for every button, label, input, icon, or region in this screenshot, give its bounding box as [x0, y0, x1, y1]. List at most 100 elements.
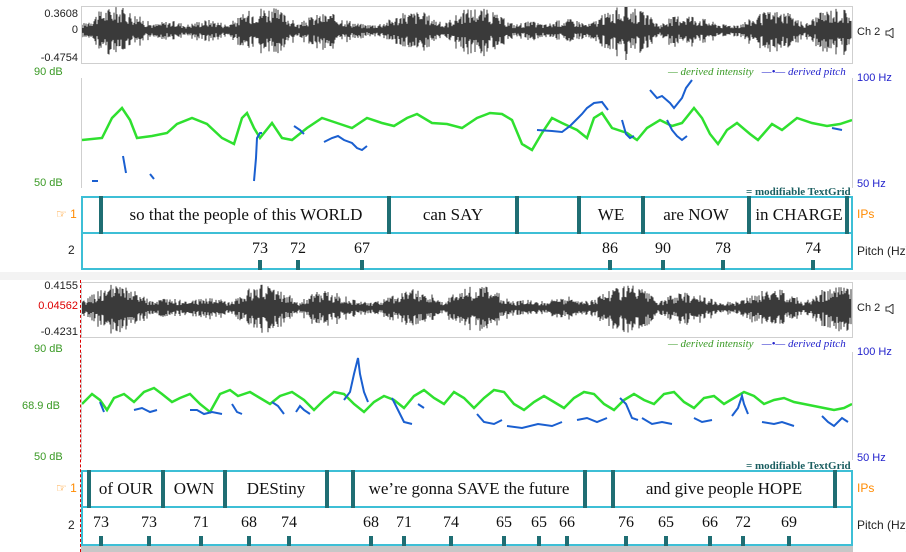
pitch-point-label[interactable]: 69	[781, 514, 797, 531]
pitch-point-label[interactable]: 74	[443, 514, 459, 531]
pitch-point-label[interactable]: 90	[655, 240, 671, 257]
pitch-point-label[interactable]: 73	[252, 240, 268, 257]
pitch-point-label[interactable]: 71	[396, 514, 412, 531]
waveform-view[interactable]	[81, 282, 853, 338]
interval-boundary[interactable]	[845, 196, 849, 234]
db-top-label: 90 dB	[34, 343, 63, 355]
speaker-icon[interactable]	[885, 28, 895, 38]
pitch-point-label[interactable]: 74	[281, 514, 297, 531]
channel-label: Ch 2	[857, 302, 881, 314]
pitch-point-label[interactable]: 71	[193, 514, 209, 531]
interval-boundary[interactable]	[583, 470, 587, 508]
pitch-point-label[interactable]: 66	[702, 514, 718, 531]
pitch-point-tick	[258, 260, 262, 270]
analysis-view[interactable]	[81, 352, 853, 460]
ips-tier-number: ☞ 1	[56, 207, 77, 221]
interval-boundary[interactable]	[99, 196, 103, 234]
pointing-hand-icon[interactable]: ☞	[56, 481, 67, 495]
hz-bottom-label: 50 Hz	[857, 452, 886, 464]
interval-boundary[interactable]	[641, 196, 645, 234]
interval-boundary[interactable]	[611, 470, 615, 508]
interval[interactable]: WE	[597, 205, 625, 224]
pitch-tier-number: 2	[68, 243, 75, 257]
pitch-point-label[interactable]: 68	[363, 514, 379, 531]
pitch-tier-number: 2	[68, 518, 75, 532]
interval[interactable]: of OUR	[98, 479, 154, 498]
wave-zero-label: 0	[71, 24, 78, 36]
pointing-hand-icon[interactable]: ☞	[56, 207, 67, 221]
pitch-point-label[interactable]: 76	[618, 514, 634, 531]
pitch-point-label[interactable]: 73	[93, 514, 109, 531]
analysis-view[interactable]	[81, 78, 853, 188]
analysis-legend: — derived intensity —•— derived pitch	[668, 66, 846, 78]
pitch-point-tick	[99, 536, 103, 546]
interval-boundary[interactable]	[833, 470, 837, 508]
interval-boundary[interactable]	[325, 470, 329, 508]
pitch-point-label[interactable]: 86	[602, 240, 618, 257]
analysis-svg	[81, 79, 853, 182]
scroll-track[interactable]	[81, 546, 853, 552]
interval-boundary[interactable]	[387, 196, 391, 234]
interval[interactable]: we’re gonna SAVE the future	[368, 479, 570, 498]
pitch-point-label[interactable]: 74	[805, 240, 821, 257]
pitch-point-label[interactable]: 65	[496, 514, 512, 531]
pitch-tier-name: Pitch (Hz)	[857, 244, 906, 258]
waveform-svg	[81, 5, 852, 60]
interval[interactable]: and give people HOPE	[645, 479, 803, 498]
channel-label: Ch 2	[857, 26, 881, 38]
interval-boundary[interactable]	[223, 470, 227, 508]
interval[interactable]: in CHARGE	[755, 205, 843, 224]
pitch-point-tick	[287, 536, 291, 546]
interval[interactable]: can SAY	[422, 205, 484, 224]
legend-pitch: —•— derived pitch	[761, 338, 846, 350]
pitch-point-tick	[502, 536, 506, 546]
interval[interactable]	[585, 472, 613, 506]
interval[interactable]	[327, 472, 353, 506]
interval[interactable]: OWN	[173, 479, 215, 498]
analysis-legend: — derived intensity —•— derived pitch	[668, 338, 846, 350]
wave-ymin-label: -0.4231	[40, 326, 78, 338]
wave-ymax-label: 0.4155	[44, 280, 78, 292]
db-top-label: 90 dB	[34, 66, 63, 78]
waveform-view[interactable]	[81, 5, 853, 64]
pitch-point-tick	[449, 536, 453, 546]
interval-boundary[interactable]	[577, 196, 581, 234]
pitch-tier[interactable]: 73 72 67 86 90 78 74	[81, 234, 853, 270]
pitch-tier[interactable]: 73 73 71 68 74 68 71 74 65 65 66 76 65 6…	[81, 508, 853, 546]
pitch-tier-name: Pitch (Hz)	[857, 518, 906, 532]
speaker-icon[interactable]	[885, 304, 895, 314]
interval[interactable]: so that the people of this WORLD	[129, 205, 363, 224]
pitch-point-label[interactable]: 72	[290, 240, 306, 257]
pitch-point-tick	[199, 536, 203, 546]
interval[interactable]: DEStiny	[246, 479, 306, 498]
interval-boundary[interactable]	[351, 470, 355, 508]
pitch-point-tick	[721, 260, 725, 270]
pitch-point-tick	[811, 260, 815, 270]
pitch-point-label[interactable]: 78	[715, 240, 731, 257]
wave-ymin-label: -0.4754	[40, 52, 78, 64]
hz-top-label: 100 Hz	[857, 346, 892, 358]
interval-boundary[interactable]	[161, 470, 165, 508]
interval-boundary[interactable]	[515, 196, 519, 234]
pitch-point-tick	[664, 536, 668, 546]
ips-tier[interactable]: so that the people of this WORLD can SAY…	[81, 196, 853, 234]
pitch-point-label[interactable]: 68	[241, 514, 257, 531]
interval-boundary[interactable]	[747, 196, 751, 234]
pitch-point-label[interactable]: 73	[141, 514, 157, 531]
legend-intensity: — derived intensity	[668, 66, 754, 78]
pitch-point-label[interactable]: 66	[559, 514, 575, 531]
ips-tier[interactable]: of OUR OWN DEStiny we’re gonna SAVE the …	[81, 470, 853, 508]
pitch-point-label[interactable]: 67	[354, 240, 370, 257]
pitch-point-tick	[661, 260, 665, 270]
ips-tier-name: IPs	[857, 481, 875, 495]
pitch-point-tick	[296, 260, 300, 270]
hz-bottom-label: 50 Hz	[857, 178, 886, 190]
pitch-point-label[interactable]: 72	[735, 514, 751, 531]
interval[interactable]: are NOW	[663, 205, 729, 224]
time-cursor[interactable]	[80, 280, 81, 552]
db-bottom-label: 50 dB	[34, 177, 63, 189]
pitch-point-label[interactable]: 65	[658, 514, 674, 531]
interval[interactable]	[517, 198, 579, 232]
interval-boundary[interactable]	[87, 470, 91, 508]
pitch-point-label[interactable]: 65	[531, 514, 547, 531]
